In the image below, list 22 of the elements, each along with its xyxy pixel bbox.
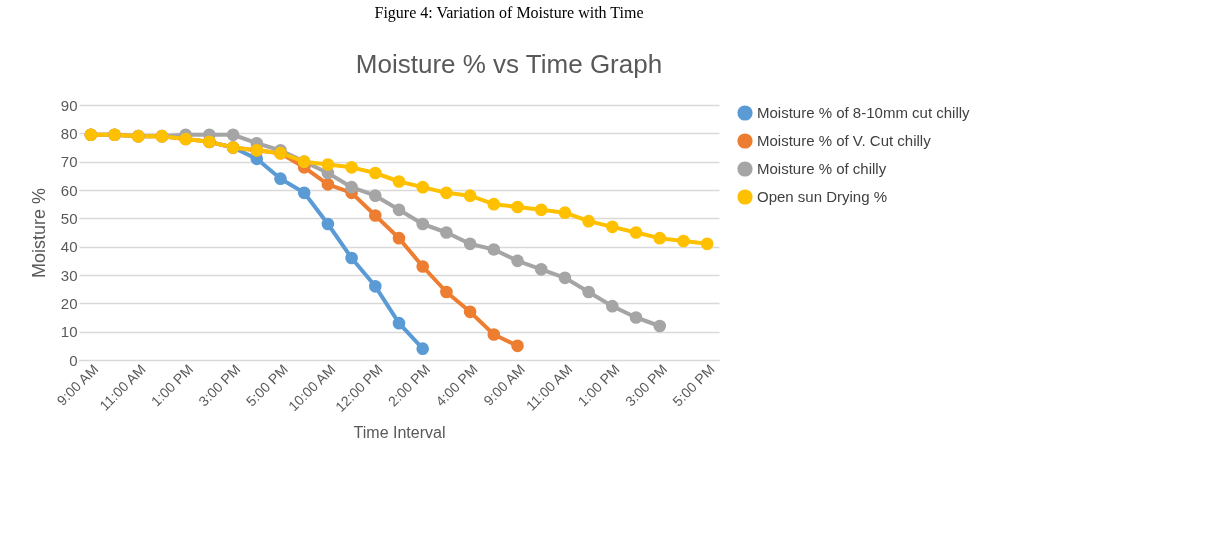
x-tick-label: 5:00 PM (669, 361, 718, 410)
legend-label: Open sun Drying % (757, 188, 888, 205)
x-tick-label: 4:00 PM (432, 361, 481, 410)
y-tick-label: 20 (60, 294, 78, 312)
legend-label: Moisture % of 8-10mm cut chilly (757, 104, 971, 121)
y-tick-label: 60 (60, 181, 78, 199)
caption: Figure 4: Variation of Moisture with Time (374, 4, 644, 22)
x-tick-label: 9:00 AM (480, 361, 528, 409)
y-tick-label: 10 (60, 323, 78, 341)
x-axis-title: Time Interval (353, 423, 446, 441)
legend-label: Moisture % of V. Cut chilly (757, 132, 932, 149)
y-axis-title: Moisture % (28, 187, 49, 279)
y-tick-label: 50 (60, 209, 78, 227)
y-tick-label: 80 (60, 124, 78, 142)
y-tick-label: 40 (60, 238, 78, 256)
y-tick-label: 0 (69, 351, 78, 369)
y-tick-label: 70 (60, 153, 78, 171)
legend-label: Moisture % of chilly (757, 160, 887, 177)
y-tick-label: 30 (60, 266, 78, 284)
y-tick-label: 90 (60, 96, 78, 114)
chart-title: Moisture % vs Time Graph (355, 49, 663, 79)
x-tick-label: 3:00 PM (195, 361, 244, 410)
